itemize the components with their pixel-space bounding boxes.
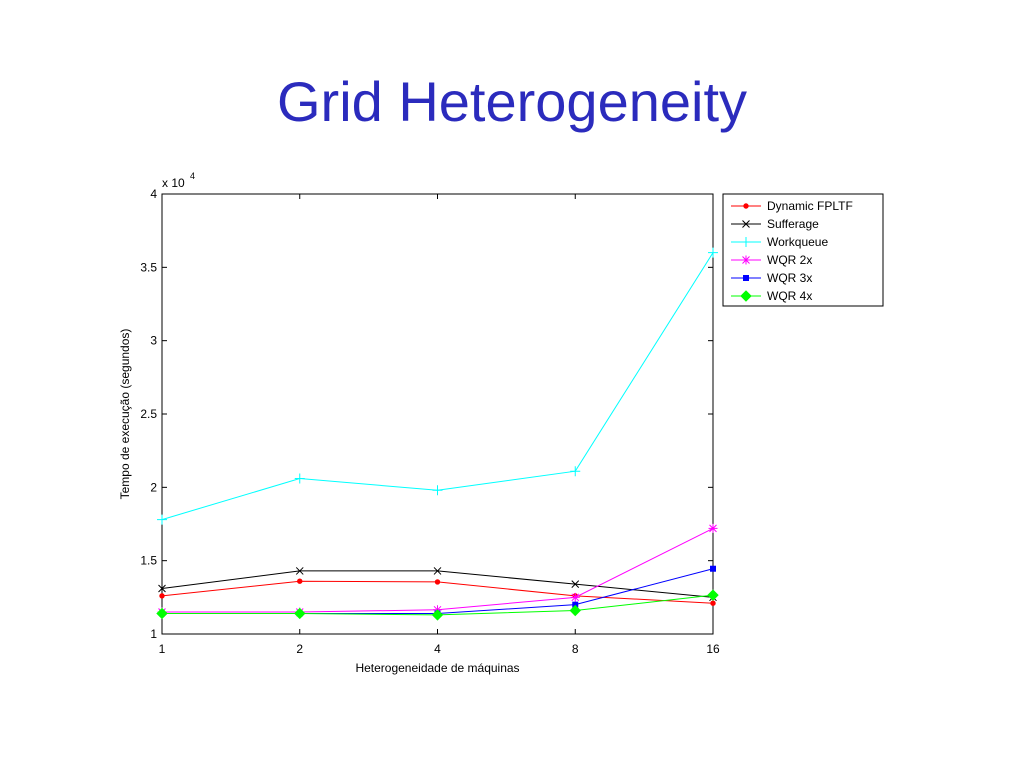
y-tick-label: 3 bbox=[150, 334, 157, 348]
marker-x bbox=[158, 584, 166, 593]
x-tick-label: 16 bbox=[706, 642, 720, 656]
legend-item: Sufferage bbox=[731, 217, 819, 231]
marker-plus bbox=[708, 247, 718, 258]
data-point bbox=[158, 584, 166, 593]
slide-title: Grid Heterogeneity bbox=[276, 70, 747, 133]
x-axis-label: Heterogeneidade de máquinas bbox=[355, 661, 519, 675]
marker-diamond bbox=[707, 589, 719, 601]
series-workqueue bbox=[157, 247, 718, 525]
series-wqr-4x bbox=[156, 589, 719, 621]
data-point bbox=[432, 485, 443, 496]
data-point bbox=[159, 593, 165, 599]
legend-label: Workqueue bbox=[767, 235, 828, 249]
marker-x bbox=[742, 220, 750, 228]
legend-item: WQR 4x bbox=[731, 289, 812, 303]
marker-plus bbox=[157, 514, 167, 525]
data-point bbox=[156, 607, 168, 620]
data-point bbox=[157, 514, 167, 525]
marker-plus bbox=[294, 473, 305, 484]
legend-item: Workqueue bbox=[731, 235, 828, 249]
x-tick-label: 1 bbox=[159, 642, 166, 656]
legend-item: Dynamic FPLTF bbox=[731, 199, 853, 213]
data-point bbox=[295, 567, 304, 575]
marker-dot bbox=[743, 203, 749, 209]
marker-plus bbox=[432, 485, 443, 496]
data-point bbox=[741, 237, 751, 247]
data-point bbox=[570, 466, 581, 477]
legend: Dynamic FPLTF Sufferage Workqueue WQR 2x WQR… bbox=[722, 193, 884, 307]
data-point bbox=[742, 220, 750, 228]
marker-diamond bbox=[569, 604, 581, 617]
data-point bbox=[743, 203, 749, 209]
data-point bbox=[708, 523, 718, 533]
marker-diamond bbox=[294, 607, 306, 620]
marker-plus bbox=[741, 237, 751, 247]
marker-diamond bbox=[156, 607, 168, 620]
marker-dot bbox=[710, 600, 716, 606]
marker-square bbox=[710, 565, 716, 572]
marker-x bbox=[571, 580, 580, 588]
marker-dot bbox=[297, 578, 303, 584]
data-point bbox=[707, 589, 719, 601]
y-tick-label: 2.5 bbox=[140, 407, 157, 421]
marker-diamond bbox=[740, 290, 752, 302]
data-point bbox=[294, 473, 305, 484]
x-tick-label: 2 bbox=[296, 642, 303, 656]
marker-star bbox=[708, 523, 718, 533]
data-point bbox=[710, 565, 716, 572]
legend-item: WQR 3x bbox=[731, 271, 812, 285]
y-tick-label: 2 bbox=[150, 480, 157, 494]
plot-area bbox=[161, 193, 714, 635]
marker-dot bbox=[159, 593, 165, 599]
axis-multiplier-exponent: 4 bbox=[190, 171, 195, 181]
y-axis-label: Tempo de execução (segundos) bbox=[118, 329, 132, 500]
marker-dot bbox=[434, 579, 441, 585]
y-tick-label: 4 bbox=[150, 187, 157, 201]
y-tick-label: 1 bbox=[150, 627, 157, 641]
data-point bbox=[434, 579, 441, 585]
data-point bbox=[431, 609, 444, 621]
marker-star bbox=[741, 255, 751, 265]
series-sufferage bbox=[158, 567, 717, 602]
data-point bbox=[571, 580, 580, 588]
legend-box bbox=[722, 193, 884, 307]
y-tick-label: 3.5 bbox=[140, 260, 157, 274]
data-point bbox=[297, 578, 303, 584]
y-tick-label: 1.5 bbox=[140, 554, 157, 568]
data-point bbox=[740, 290, 752, 302]
axis-multiplier: x 10 bbox=[162, 176, 185, 190]
data-point bbox=[570, 592, 580, 602]
legend-label: WQR 2x bbox=[767, 253, 812, 267]
marker-diamond bbox=[431, 609, 444, 621]
data-point bbox=[743, 275, 749, 281]
marker-square bbox=[743, 275, 749, 281]
data-point bbox=[294, 607, 306, 620]
axes: 1 1.5 2 2.5 3 3.5 4 1 2 4 8 16 x 10 4 Heterogeneidade … bbox=[118, 171, 720, 675]
marker-star bbox=[570, 592, 580, 602]
legend-label: Sufferage bbox=[767, 217, 819, 231]
series-layer bbox=[156, 247, 719, 621]
legend-label: WQR 3x bbox=[767, 271, 812, 285]
marker-x bbox=[433, 567, 442, 575]
marker-x bbox=[295, 567, 304, 575]
data-point bbox=[710, 600, 716, 606]
x-tick-label: 4 bbox=[434, 642, 441, 656]
data-point bbox=[708, 247, 718, 258]
data-point bbox=[569, 604, 581, 617]
data-point bbox=[741, 255, 751, 265]
legend-label: WQR 4x bbox=[767, 289, 812, 303]
x-tick-label: 8 bbox=[572, 642, 579, 656]
marker-plus bbox=[570, 466, 581, 477]
series-dynamic-fpltf bbox=[159, 578, 716, 606]
data-point bbox=[433, 567, 442, 575]
legend-item: WQR 2x bbox=[731, 253, 812, 267]
legend-label: Dynamic FPLTF bbox=[767, 199, 853, 213]
